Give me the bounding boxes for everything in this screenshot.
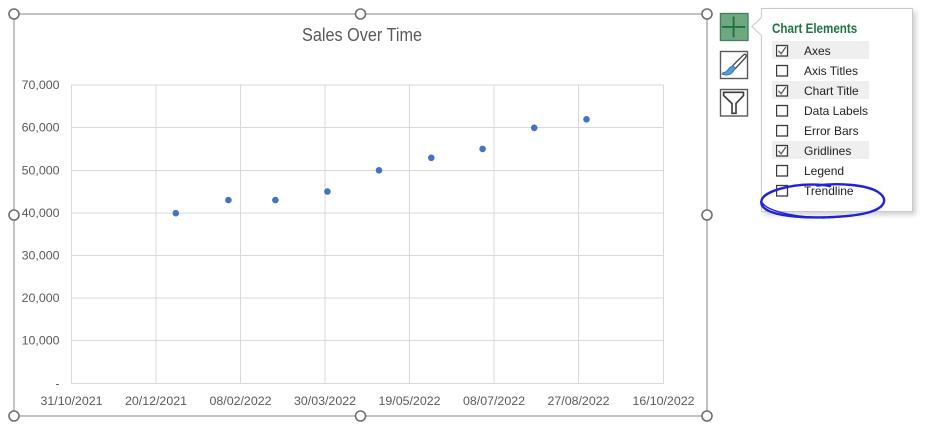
svg-text:10,000: 10,000 <box>22 334 60 348</box>
svg-text:30/03/2022: 30/03/2022 <box>294 394 356 408</box>
svg-text:08/02/2022: 08/02/2022 <box>209 394 271 408</box>
svg-text:70,000: 70,000 <box>22 78 60 92</box>
svg-text:Sales Over Time: Sales Over Time <box>302 25 422 45</box>
svg-text:31/10/2021: 31/10/2021 <box>40 394 102 408</box>
svg-text:27/08/2022: 27/08/2022 <box>547 394 609 408</box>
svg-text:40,000: 40,000 <box>22 206 60 220</box>
svg-text:50,000: 50,000 <box>22 164 60 178</box>
svg-text:20/12/2021: 20/12/2021 <box>125 394 187 408</box>
svg-text:20,000: 20,000 <box>22 291 60 305</box>
svg-text:08/07/2022: 08/07/2022 <box>463 394 525 408</box>
svg-text:16/10/2022: 16/10/2022 <box>632 394 694 408</box>
svg-text:30,000: 30,000 <box>22 249 60 263</box>
svg-text:19/05/2022: 19/05/2022 <box>378 394 440 408</box>
svg-text:-: - <box>55 377 59 391</box>
svg-text:60,000: 60,000 <box>22 121 60 135</box>
